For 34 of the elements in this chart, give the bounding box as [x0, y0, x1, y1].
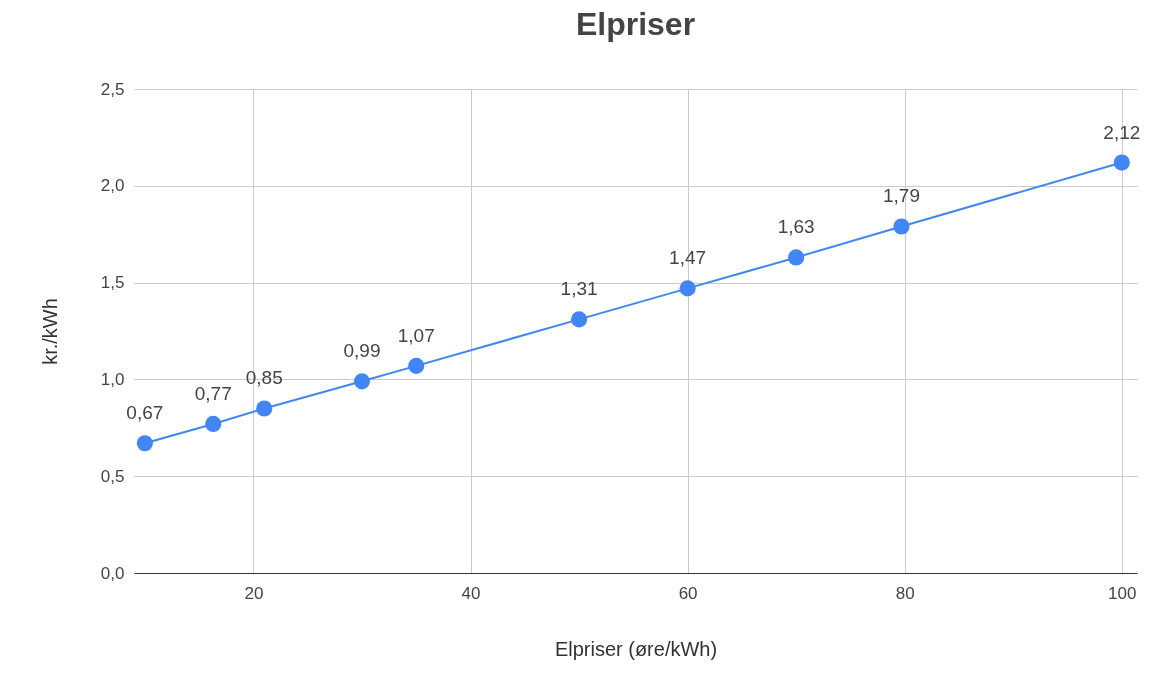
data-label: 1,63 [777, 216, 815, 238]
data-label: 0,85 [245, 367, 283, 389]
x-tick-label: 80 [895, 583, 915, 603]
point [679, 280, 696, 297]
data-label: 1,47 [669, 247, 707, 269]
y-tick-label: 1,5 [100, 273, 125, 293]
y-axis-title: kr./kWh [38, 298, 61, 365]
y-tick-label: 0,0 [100, 563, 125, 583]
data-label: 2,12 [1103, 121, 1141, 143]
data-label: 1,31 [560, 278, 598, 300]
y-tick-label: 0,5 [100, 466, 125, 486]
point [893, 218, 910, 235]
point [205, 415, 222, 432]
point [353, 373, 371, 390]
x-axis-title: Elpriser (øre/kWh) [554, 637, 718, 660]
point [408, 357, 425, 374]
x-tick-label: 60 [678, 583, 698, 603]
data-label: 0,67 [126, 402, 164, 424]
point [1113, 154, 1130, 171]
point [570, 311, 588, 328]
point [788, 249, 805, 266]
point [136, 435, 153, 452]
data-label: 0,99 [343, 340, 381, 362]
y-tick-label: 2,0 [100, 176, 125, 196]
data-label: 1,79 [882, 185, 920, 207]
y-tick-label: 1,0 [100, 369, 125, 389]
data-label: 1,07 [397, 324, 435, 346]
y-tick-label: 2,5 [100, 79, 125, 99]
x-tick-label: 100 [1108, 583, 1137, 603]
x-tick-label: 20 [244, 583, 264, 603]
point [256, 400, 273, 417]
x-tick-label: 40 [461, 583, 481, 603]
data-label: 0,77 [194, 382, 232, 404]
chart-title: Elpriser [575, 6, 696, 42]
